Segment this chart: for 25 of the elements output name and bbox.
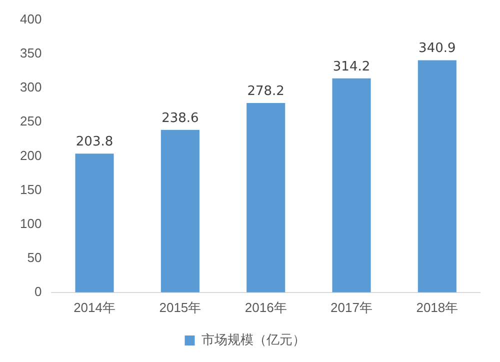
y-tick-label: 200: [20, 148, 42, 163]
bar: [160, 130, 200, 292]
data-label: 340.9: [418, 41, 456, 56]
y-tick-label: 300: [20, 80, 42, 95]
data-label: 278.2: [247, 84, 284, 99]
data-label: 314.2: [332, 59, 370, 74]
y-tick-label: 150: [20, 182, 42, 197]
bar: [246, 102, 286, 292]
data-label: 238.6: [162, 110, 199, 126]
y-tick-label: 400: [20, 12, 42, 27]
bar: [418, 60, 456, 292]
y-tick-label: 100: [20, 216, 42, 231]
bar: [75, 154, 114, 292]
x-tick-label: 2016年: [244, 300, 287, 315]
bar: [332, 78, 371, 292]
x-tick-label: 2014年: [74, 300, 116, 315]
x-tick-label: 2018年: [416, 300, 458, 315]
x-tick-label: 2017年: [330, 300, 372, 315]
legend-label: 市场规模（亿元）: [201, 332, 306, 348]
y-tick-label: 50: [27, 250, 42, 265]
data-label: 203.8: [76, 134, 114, 150]
y-tick-label: 0: [34, 284, 42, 299]
y-tick-label: 250: [20, 114, 42, 129]
y-tick-label: 350: [20, 46, 42, 61]
x-tick-label: 2015年: [159, 300, 202, 315]
